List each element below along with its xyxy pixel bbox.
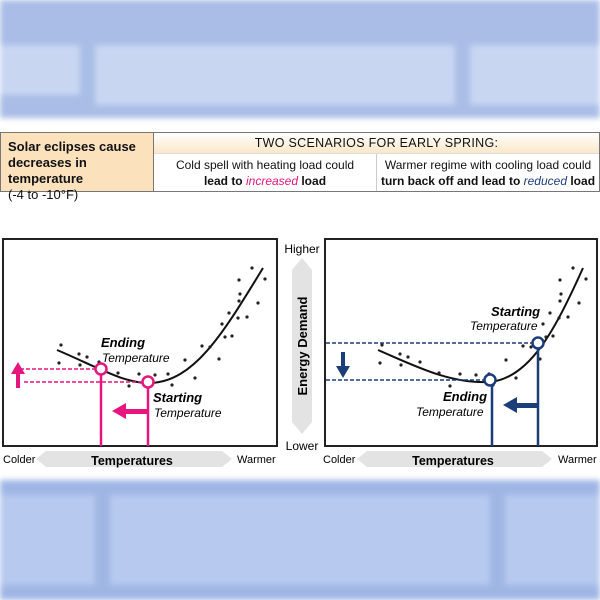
scatter-point: [200, 344, 204, 348]
right-ending-point: [483, 373, 497, 387]
scatter-point: [559, 292, 563, 296]
svg-text:Temperature: Temperature: [102, 351, 170, 365]
scatter-point: [250, 266, 254, 270]
scatter-point: [237, 299, 241, 303]
scatter-point: [166, 372, 170, 376]
scatter-point: [77, 352, 81, 356]
scatter-point: [59, 343, 63, 347]
scatter-point: [78, 363, 82, 367]
scatter-point: [223, 335, 227, 339]
svg-text:Warmer: Warmer: [237, 454, 276, 466]
svg-text:Colder: Colder: [3, 454, 36, 466]
scatter-point: [208, 345, 212, 349]
scatter-point: [237, 278, 241, 282]
scatter-point: [558, 278, 562, 282]
scatter-point: [217, 357, 221, 361]
left-shift-arrow-icon: [112, 403, 148, 419]
scatter-point: [153, 373, 157, 377]
scatter-point: [170, 383, 174, 387]
scatter-point: [238, 292, 242, 296]
scatter-point: [571, 266, 575, 270]
scatter-point: [378, 361, 382, 365]
scenario-warmer-regime: Warmer regime with cooling load could tu…: [376, 154, 599, 191]
scatter-point: [541, 322, 545, 326]
svg-text:Higher: Higher: [284, 242, 319, 256]
scatter-point: [551, 334, 555, 338]
scatter-point: [448, 384, 452, 388]
scatter-point: [418, 360, 422, 364]
scatter-point: [193, 376, 197, 380]
svg-text:Temperatures: Temperatures: [412, 454, 494, 468]
scatter-point: [137, 372, 141, 376]
right-temperature-axis-arrow: [357, 451, 552, 467]
svg-text:Starting: Starting: [153, 390, 202, 405]
svg-text:Energy Demand: Energy Demand: [295, 296, 310, 395]
scatter-point: [514, 376, 518, 380]
scatter-point: [245, 315, 249, 319]
scatter-point: [398, 352, 402, 356]
blurred-background-bottom: [0, 480, 600, 600]
scatter-point: [256, 301, 260, 305]
down-arrow-icon: [336, 352, 350, 378]
scatter-point: [474, 373, 478, 377]
scatter-point: [458, 372, 462, 376]
energy-demand-axis-arrow: [292, 258, 312, 434]
svg-text:Starting: Starting: [491, 304, 540, 319]
eclipse-note: Solar eclipses cause decreases in temper…: [1, 133, 154, 202]
svg-text:Temperatures: Temperatures: [91, 454, 173, 468]
scatter-point: [558, 299, 562, 303]
scatter-point: [504, 358, 508, 362]
left-demand-curve: [56, 267, 264, 385]
svg-text:Colder: Colder: [323, 454, 356, 466]
scatter-point: [236, 316, 240, 320]
left-ending-point: [94, 362, 108, 376]
up-arrow-icon: [11, 362, 25, 388]
scatter-point: [529, 345, 533, 349]
scatter-point: [566, 315, 570, 319]
scatter-point: [584, 277, 588, 281]
right-starting-point: [531, 336, 545, 350]
left-temperature-axis-arrow: [36, 451, 232, 467]
scatter-point: [85, 355, 89, 359]
scenario-cold-spell: Cold spell with heating load could lead …: [175, 158, 355, 188]
svg-text:Ending: Ending: [443, 389, 487, 404]
left-starting-point: [141, 375, 155, 389]
svg-text:Temperature: Temperature: [470, 319, 538, 333]
scenario-table: Solar eclipses cause decreases in temper…: [0, 132, 600, 202]
scatter-point: [220, 322, 224, 326]
svg-text:Temperature: Temperature: [154, 406, 222, 420]
svg-text:Warmer: Warmer: [558, 454, 597, 466]
scatter-point: [406, 355, 410, 359]
scatter-point: [577, 301, 581, 305]
scatter-point: [548, 311, 552, 315]
svg-text:Ending: Ending: [101, 335, 145, 350]
scatter-point: [127, 384, 131, 388]
scatter-point: [437, 371, 441, 375]
scatter-point: [380, 343, 384, 347]
table-header: TWO SCENARIOS FOR EARLY SPRING:: [154, 133, 599, 154]
blurred-background-top: [0, 0, 600, 118]
scatter-point: [230, 334, 234, 338]
scatter-point: [263, 277, 267, 281]
scatter-point: [521, 344, 525, 348]
svg-text:Temperature: Temperature: [416, 405, 484, 419]
scatter-point: [116, 371, 120, 375]
scatter-point: [227, 311, 231, 315]
scatter-point: [183, 358, 187, 362]
right-shift-arrow-icon: [503, 397, 538, 413]
svg-text:Lower: Lower: [286, 439, 319, 453]
scatter-point: [57, 361, 61, 365]
scatter-point: [557, 316, 561, 320]
scatter-point: [399, 363, 403, 367]
scatter-point: [544, 335, 548, 339]
left-scatter-points: [57, 266, 267, 388]
